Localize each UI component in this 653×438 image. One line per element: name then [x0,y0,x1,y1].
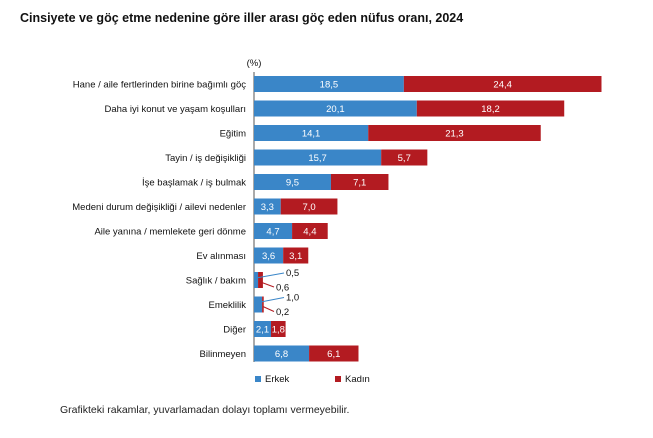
bar-erkek [254,272,259,288]
data-label-kadin: 7,1 [353,178,366,189]
bar-kadin [271,321,286,337]
bar-kadin [292,223,328,239]
category-label: Tayin / iş değişikliği [165,153,246,164]
category-label: Medeni durum değişikliği / ailevi nedenl… [72,202,246,213]
bar-erkek [254,345,310,362]
legend: Erkek Kadın [255,374,370,385]
bar-erkek [254,100,417,117]
bar-kadin [368,125,541,141]
data-label-erkek: 14,1 [302,129,321,140]
bar-erkek [254,223,293,239]
bar-kadin [416,100,565,117]
data-label-kadin: 1,8 [272,325,285,336]
leader-line-kadin [262,306,275,312]
bar-kadin [258,272,263,288]
data-label-erkek: 1,0 [286,293,299,304]
legend-item-kadin-swatch [335,376,341,382]
data-label-erkek: 18,5 [320,80,339,91]
leader-line-erkek [257,297,285,303]
bar-erkek [254,174,331,190]
category-label: Sağlık / bakım [186,276,246,287]
bar-erkek [254,125,369,141]
data-label-erkek: 20,1 [326,104,345,115]
data-label-kadin: 3,1 [289,251,302,262]
bar-erkek [254,296,263,313]
bar-kadin [283,247,309,264]
category-label: Ev alınması [196,251,246,262]
footnote: Grafikteki rakamlar, yuvarlamadan dolayı… [60,404,350,416]
legend-item-erkek-swatch [255,376,261,382]
data-label-erkek: 6,8 [275,349,288,360]
unit-label: (%) [247,58,262,69]
leader-line-erkek [255,272,285,279]
data-label-kadin: 21,3 [445,129,464,140]
bar-kadin [381,149,428,166]
category-label: Bilinmeyen [200,349,246,360]
data-label-erkek: 9,5 [286,178,299,189]
data-label-erkek: 4,7 [266,227,279,238]
bar-erkek [254,149,382,166]
category-label: Diğer [223,325,246,336]
data-label-erkek: 0,5 [286,268,299,279]
data-label-kadin: 0,6 [276,283,289,294]
data-label-kadin: 7,0 [302,202,315,213]
legend-item-kadin-label: Kadın [345,374,370,385]
data-label-erkek: 3,6 [262,251,275,262]
category-label: Emeklilik [209,300,247,311]
data-label-kadin: 24,4 [493,80,512,91]
bar-kadin [309,345,359,362]
bar-kadin [280,198,338,215]
category-label: Hane / aile fertlerinden birine bağımlı … [73,80,246,91]
bar-kadin [403,76,602,92]
data-label-kadin: 5,7 [398,153,411,164]
data-label-erkek: 2,1 [256,325,269,336]
category-label: Daha iyi konut ve yaşam koşulları [104,104,246,115]
bars-group: Hane / aile fertlerinden birine bağımlı … [72,76,602,362]
bar-erkek [254,321,272,337]
chart-title: Cinsiyete ve göç etme nedenine göre ille… [20,11,464,25]
leader-line-kadin [260,281,275,288]
legend-item-erkek-label: Erkek [265,374,290,385]
data-label-kadin: 6,1 [327,349,340,360]
bar-kadin [330,174,389,190]
data-label-erkek: 3,3 [261,202,274,213]
bar-kadin [262,296,264,313]
bar-erkek [254,198,281,215]
data-label-kadin: 18,2 [481,104,500,115]
category-label: Aile yanına / memlekete geri dönme [94,227,246,238]
data-label-kadin: 4,4 [303,227,316,238]
bar-erkek [254,247,284,264]
data-label-kadin: 0,2 [276,307,289,318]
bar-erkek [254,76,404,92]
category-label: İşe başlamak / iş bulmak [142,178,246,189]
category-label: Eğitim [220,129,246,140]
data-label-erkek: 15,7 [308,153,327,164]
